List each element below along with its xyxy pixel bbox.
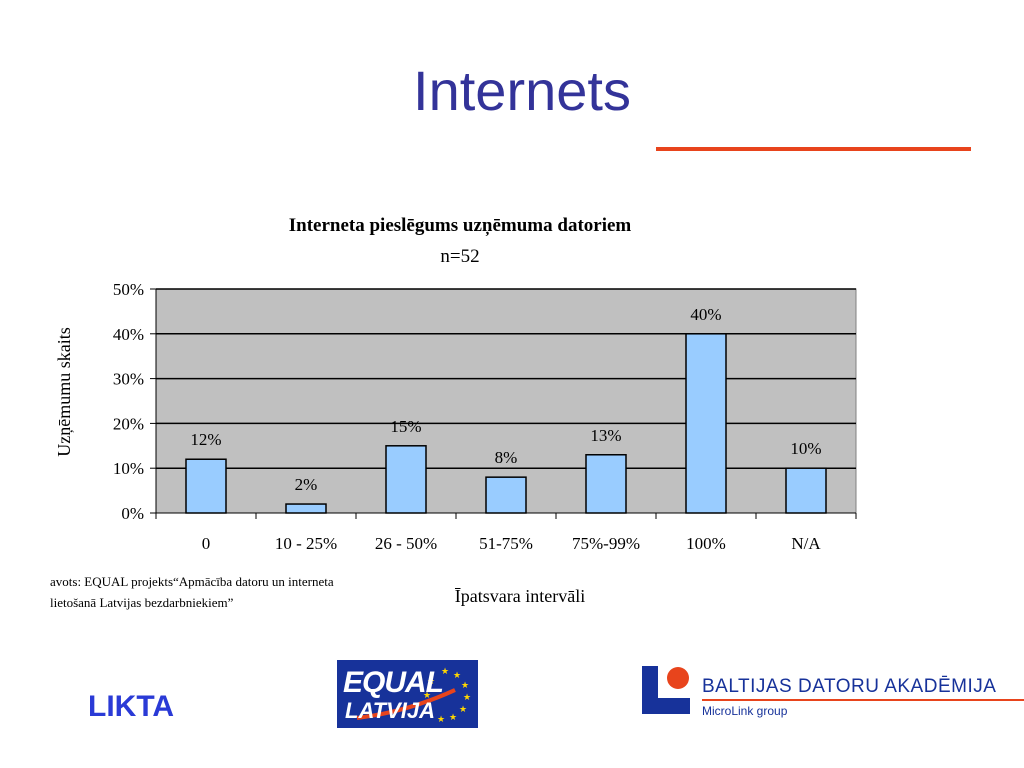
bar: [585, 454, 627, 514]
x-tick-label: 100%: [686, 534, 726, 553]
equal-latvija-logo: ★ ★ ★ ★ ★ ★ ★ ★ ★ EQUAL LATVIJA: [337, 660, 478, 728]
svg-text:★: ★: [427, 677, 435, 687]
data-label: 15%: [390, 417, 421, 436]
bar: [685, 333, 727, 514]
svg-text:★: ★: [453, 671, 461, 681]
equal-logo-sub: LATVIJA: [345, 698, 436, 723]
y-axis-label: Uzņēmumu skaits: [54, 327, 74, 456]
plot-area: 0% 10% 20% 30% 40% 50% 12% 0 2% 10 - 25% 15% 26 - 5…: [54, 280, 857, 606]
bda-group: MicroLink group: [702, 704, 788, 718]
data-label: 8%: [495, 448, 518, 467]
plot-background: [155, 288, 857, 514]
bar: [285, 503, 327, 514]
bda-mark-icon: [642, 666, 690, 714]
source-note-line-1: avots: EQUAL projekts“Apmācība datoru un…: [50, 574, 334, 589]
svg-text:★: ★: [449, 713, 457, 723]
likta-label: LIKTA: [88, 690, 175, 723]
bar: [785, 467, 827, 514]
x-tick-label: 75%-99%: [572, 534, 640, 553]
data-label: 13%: [590, 426, 621, 445]
source-note: avots: EQUAL projekts“Apmācība datoru un…: [50, 571, 410, 613]
bda-underline: [702, 699, 1024, 701]
equal-logo-word: EQUAL: [343, 666, 444, 699]
y-tick-label: 20%: [113, 414, 144, 433]
svg-text:★: ★: [423, 691, 431, 701]
svg-text:★: ★: [437, 715, 445, 725]
x-axis-label: Īpatsvara intervāli: [455, 586, 585, 606]
chart-title: Interneta pieslēgums uzņēmuma datoriem: [288, 215, 632, 236]
bar: [385, 445, 427, 514]
source-note-line-2: lietošanā Latvijas bezdarbniekiem”: [50, 595, 234, 610]
data-label: 2%: [295, 475, 318, 494]
x-tick-label: 10 - 25%: [275, 534, 337, 553]
y-tick-label: 50%: [113, 280, 144, 299]
data-label: 10%: [790, 439, 821, 458]
chart-subtitle: n=52: [440, 246, 480, 267]
svg-text:★: ★: [463, 693, 471, 703]
eu-stars-icon: ★ ★★ ★★★ ★★★: [356, 667, 471, 725]
bar: [485, 476, 527, 514]
y-tick-label: 10%: [113, 459, 144, 478]
baltijas-datoru-akademija-logo: BALTIJAS DATORU AKADĒMIJA MicroLink grou…: [640, 664, 1024, 724]
y-tick-label: 40%: [113, 325, 144, 344]
bar-chart: 0% 10% 20% 30% 40% 50% 12% 0 2% 10 - 25% 15% 26 - 5…: [54, 280, 857, 606]
svg-text:★: ★: [461, 681, 469, 691]
bda-name: BALTIJAS DATORU AKADĒMIJA: [702, 676, 997, 697]
y-tick-label: 30%: [113, 370, 144, 389]
svg-text:★: ★: [459, 705, 467, 715]
x-tick-label: 51-75%: [479, 534, 533, 553]
title-underline: [656, 147, 971, 151]
x-tick-label: 26 - 50%: [375, 534, 437, 553]
data-label: 40%: [690, 305, 721, 324]
slide-title: Internets: [413, 59, 631, 122]
x-tick-label: N/A: [791, 534, 821, 553]
data-label: 12%: [190, 430, 221, 449]
x-tick-label: 0: [202, 534, 211, 553]
bar: [185, 458, 227, 514]
svg-text:★: ★: [441, 667, 449, 677]
y-tick-label: 0%: [121, 504, 144, 523]
